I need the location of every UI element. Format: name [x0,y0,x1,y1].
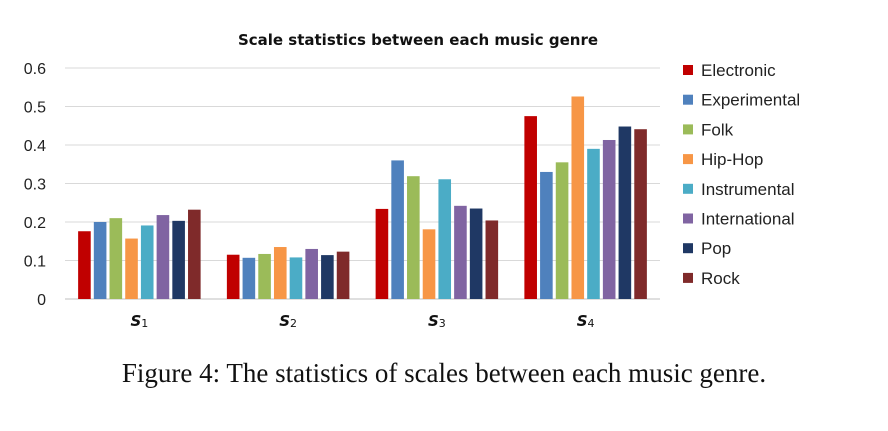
bar [78,231,91,299]
bar [540,171,553,299]
bar [618,126,632,300]
x-axis: S1 S2 S3 S4 [130,312,594,330]
y-axis: 0 0.1 0.2 0.3 0.4 0.5 0.6 [24,61,46,309]
bar [571,96,585,300]
bar [524,116,537,299]
bar [93,222,107,299]
legend-swatch [683,65,693,75]
legend-item: Rock [683,269,740,288]
y-tick-label: 0.1 [24,254,46,271]
legend-label: Instrumental [701,180,795,199]
bar [321,255,334,299]
chart-title: Scale statistics between each music genr… [238,31,598,49]
bar [602,139,616,299]
legend-swatch [683,124,693,135]
legend-swatch [683,154,693,165]
bar [375,208,389,299]
bar [391,160,404,299]
legend-swatch [683,94,693,105]
bar [469,208,483,299]
x-tick-label: S2 [279,312,297,330]
bar [172,220,185,299]
legend-label: Hip-Hop [701,150,763,169]
gridlines [65,67,660,300]
legend-label: Rock [701,269,740,288]
bar-chart: Scale statistics between each music genr… [24,31,800,330]
legend-label: Experimental [701,91,800,110]
y-tick-label: 0.2 [24,215,46,232]
legend-label: Pop [701,239,731,258]
bar [438,179,452,299]
bar [407,176,420,299]
bar [422,229,436,299]
bar [188,209,201,299]
bar [336,251,350,299]
bar [258,253,271,299]
legend-swatch [683,213,693,224]
legend-item: Hip-Hop [683,150,763,169]
legend-label: Electronic [701,61,776,80]
bar [242,257,256,299]
legend-item: Electronic [683,61,776,80]
x-tick-label: S4 [577,312,595,330]
y-tick-label: 0.4 [24,138,46,155]
legend-item: Instrumental [683,180,795,199]
bar [109,218,123,299]
bar [485,220,499,299]
legend-item: International [683,210,795,229]
figure-caption: Figure 4: The statistics of scales betwe… [121,358,767,388]
legend-label: International [701,210,795,229]
bar [454,205,467,299]
legend: Electronic Experimental Folk Hip-Hop Instrum… [683,61,800,288]
bar [305,248,318,299]
bars [78,96,647,300]
legend-swatch [683,243,693,254]
legend-item: Pop [683,239,731,258]
y-tick-label: 0.6 [24,61,46,78]
legend-item: Experimental [683,91,800,110]
bar [634,129,647,299]
x-tick-label: S3 [428,312,446,330]
bar [289,257,303,299]
bar [156,215,170,299]
bar [587,148,600,299]
bar [555,162,569,299]
y-tick-label: 0 [37,292,46,309]
y-tick-label: 0.5 [24,100,46,117]
legend-swatch [683,272,693,283]
y-tick-label: 0.3 [24,177,46,194]
bar [140,225,154,299]
bar [226,254,240,299]
x-tick-label: S1 [130,312,148,330]
legend-item: Folk [683,120,734,139]
legend-label: Folk [701,120,734,139]
bar [273,247,287,299]
bar [125,238,138,299]
legend-swatch [683,183,693,194]
